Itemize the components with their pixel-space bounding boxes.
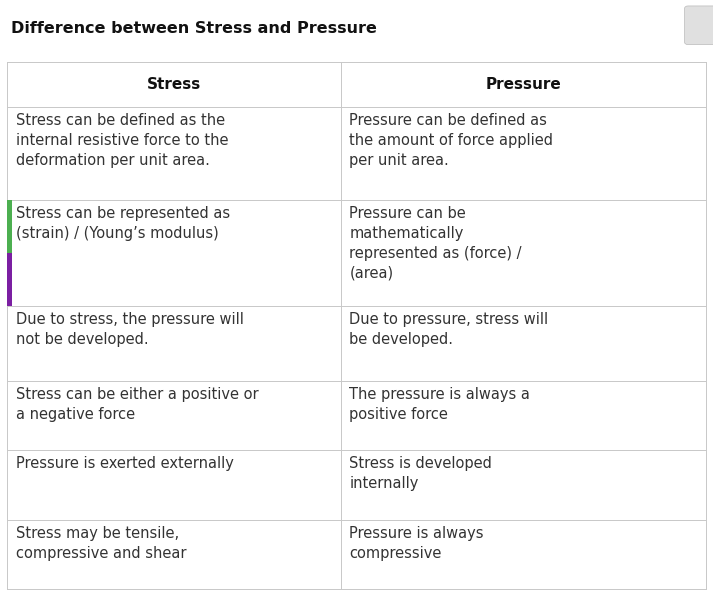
Text: Stress may be tensile,
compressive and shear: Stress may be tensile, compressive and s… bbox=[16, 526, 186, 560]
Text: The pressure is always a
positive force: The pressure is always a positive force bbox=[349, 387, 530, 422]
Text: Stress can be either a positive or
a negative force: Stress can be either a positive or a neg… bbox=[16, 387, 258, 422]
Text: Stress is developed
internally: Stress is developed internally bbox=[349, 456, 492, 491]
Bar bbox=[7, 201, 12, 253]
Text: Stress can be defined as the
internal resistive force to the
deformation per uni: Stress can be defined as the internal re… bbox=[16, 113, 228, 168]
FancyBboxPatch shape bbox=[684, 6, 713, 45]
Text: Pressure: Pressure bbox=[486, 77, 561, 92]
Text: Difference between Stress and Pressure: Difference between Stress and Pressure bbox=[11, 21, 376, 36]
Text: Stress can be represented as
(strain) / (Young’s modulus): Stress can be represented as (strain) / … bbox=[16, 206, 230, 241]
Text: Stress: Stress bbox=[147, 77, 201, 92]
Text: Pressure is always
compressive: Pressure is always compressive bbox=[349, 526, 484, 560]
Text: Due to stress, the pressure will
not be developed.: Due to stress, the pressure will not be … bbox=[16, 312, 244, 347]
Bar bbox=[7, 253, 12, 306]
Text: Pressure can be
mathematically
represented as (force) /
(area): Pressure can be mathematically represent… bbox=[349, 206, 522, 281]
Text: Pressure can be defined as
the amount of force applied
per unit area.: Pressure can be defined as the amount of… bbox=[349, 113, 553, 168]
Text: Pressure is exerted externally: Pressure is exerted externally bbox=[16, 456, 234, 471]
Text: Due to pressure, stress will
be developed.: Due to pressure, stress will be develope… bbox=[349, 312, 548, 347]
